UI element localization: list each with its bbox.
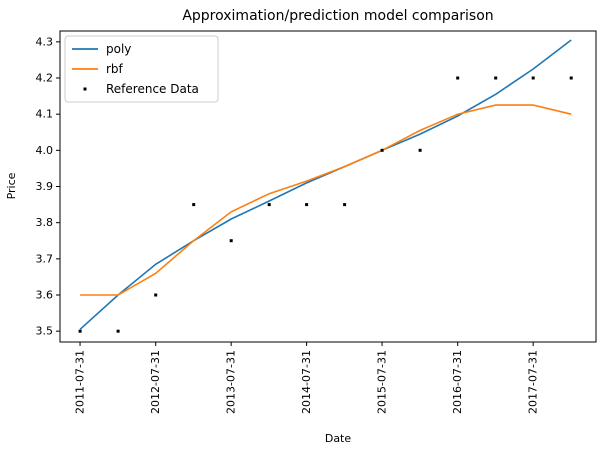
series-line-poly — [79, 39, 572, 330]
data-point — [154, 293, 158, 297]
data-point — [229, 239, 233, 243]
y-tick-label: 4.1 — [36, 108, 54, 121]
data-point — [494, 76, 498, 80]
legend-label: rbf — [106, 62, 124, 76]
legend-label: poly — [106, 42, 131, 56]
plot-frame — [59, 30, 597, 343]
data-point — [418, 148, 422, 152]
y-tick-label: 4.0 — [36, 144, 54, 157]
y-tick-label: 3.8 — [36, 216, 54, 229]
y-tick-label: 3.7 — [36, 252, 54, 265]
x-tick-label: 2012-07-31 — [149, 350, 162, 414]
legend-swatch — [83, 87, 87, 91]
y-tick-label: 3.5 — [36, 325, 54, 338]
y-tick-label: 3.9 — [36, 180, 54, 193]
series-line-rbf — [80, 104, 572, 296]
x-tick-label: 2017-07-31 — [527, 350, 540, 414]
x-axis: 2011-07-31 2012-07-31 2013-07-31 2014-07-31… — [74, 342, 540, 414]
data-point — [531, 76, 535, 80]
data-point — [116, 329, 120, 333]
legend-box — [64, 35, 219, 103]
data-point — [267, 203, 271, 207]
x-tick-label: 2015-07-31 — [376, 350, 389, 414]
legend-label: Reference Data — [106, 82, 199, 96]
y-axis: 3.5 3.6 3.7 3.8 3.9 4.0 4.1 4.2 4.3 — [36, 35, 60, 338]
chart-title: Approximation/prediction model compariso… — [182, 8, 493, 24]
y-axis-title: Price — [5, 172, 18, 199]
y-tick-label: 3.6 — [36, 288, 54, 301]
data-point — [192, 203, 196, 207]
data-point — [569, 76, 573, 80]
y-tick-label: 4.3 — [36, 35, 54, 48]
x-tick-label: 2016-07-31 — [451, 350, 464, 414]
data-point — [78, 329, 82, 333]
legend: poly rbf Reference Data — [64, 35, 219, 103]
x-tick-label: 2013-07-31 — [225, 350, 238, 414]
data-point — [305, 203, 309, 207]
x-tick-label: 2011-07-31 — [74, 350, 87, 414]
data-point — [343, 203, 347, 207]
x-axis-title: Date — [325, 432, 352, 445]
data-point — [456, 76, 460, 80]
plot-area — [78, 39, 573, 333]
y-tick-label: 4.2 — [36, 72, 54, 85]
x-tick-label: 2014-07-31 — [300, 350, 313, 414]
data-point — [380, 148, 384, 152]
